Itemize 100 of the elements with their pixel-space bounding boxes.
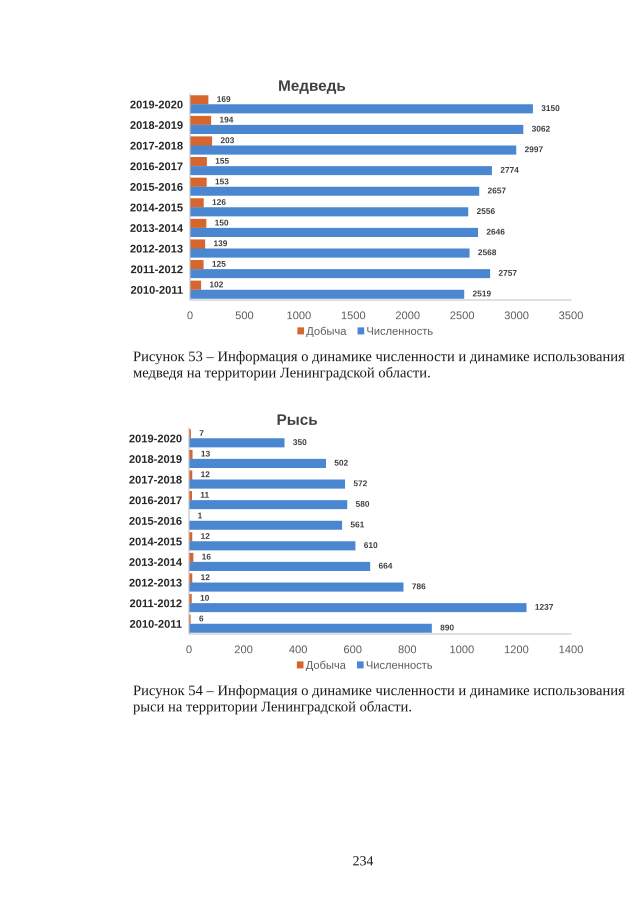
y-tick-label: 2010-2011 <box>130 620 182 628</box>
data-label: 13 <box>201 450 210 457</box>
bar <box>189 562 370 571</box>
data-label: 6 <box>199 616 204 622</box>
data-label: 150 <box>215 220 228 226</box>
bar <box>189 573 192 582</box>
y-tick-label: 2011-2012 <box>130 599 182 608</box>
data-label: 2646 <box>486 228 505 235</box>
bar <box>190 146 516 155</box>
bar <box>190 260 204 270</box>
data-label: 1 <box>198 512 202 518</box>
bar <box>189 552 194 562</box>
data-label: 2657 <box>488 188 506 194</box>
data-label: 664 <box>378 562 392 569</box>
data-label: 890 <box>440 624 454 630</box>
x-tick-label: 1400 <box>559 645 583 654</box>
data-label: 153 <box>216 178 229 184</box>
data-label: 610 <box>364 542 378 548</box>
x-tick-label: 0 <box>187 311 193 320</box>
y-tick-label: 2013-2014 <box>130 224 183 232</box>
x-tick-label: 1000 <box>450 645 474 654</box>
bar <box>189 541 356 550</box>
bar <box>189 480 346 489</box>
data-label: 2774 <box>500 166 519 173</box>
y-tick-label: 2010-2011 <box>130 286 183 294</box>
data-label: 10 <box>200 594 209 601</box>
legend-label: Добыча <box>306 660 346 672</box>
bar <box>189 624 432 633</box>
x-tick-label: 3000 <box>504 311 528 320</box>
data-label: 126 <box>212 199 226 206</box>
x-tick-label: 500 <box>236 311 254 320</box>
data-label: 12 <box>201 574 210 580</box>
x-tick-label: 1200 <box>504 645 528 654</box>
legend-label: Численность <box>367 327 433 335</box>
data-label: 155 <box>216 158 229 164</box>
data-label: 502 <box>334 460 348 466</box>
bar <box>189 458 326 468</box>
bar <box>190 280 202 290</box>
y-tick-label: 2013-2014 <box>129 558 182 566</box>
bar <box>190 248 470 258</box>
y-tick-label: 2016-2017 <box>130 162 183 170</box>
x-tick-label: 2000 <box>396 311 420 320</box>
y-tick-label: 2019-2020 <box>130 100 183 108</box>
data-label: 572 <box>354 480 367 486</box>
bar <box>190 157 207 166</box>
bar <box>190 218 206 228</box>
data-label: 11 <box>200 492 209 498</box>
bar <box>190 290 464 299</box>
bar <box>190 178 207 187</box>
data-label: 203 <box>220 137 234 144</box>
x-tick-label: 1500 <box>342 311 366 320</box>
data-label: 580 <box>356 500 370 507</box>
y-tick-label: 2016-2017 <box>129 496 182 504</box>
bar <box>190 269 490 278</box>
data-label: 786 <box>412 583 426 590</box>
y-tick-label: 2014-2015 <box>130 204 183 212</box>
text: 234 <box>353 856 374 866</box>
data-label: 12 <box>201 471 210 478</box>
y-tick-label: 2014-2015 <box>129 538 182 546</box>
y-tick-label: 2015-2016 <box>130 182 183 191</box>
bar <box>189 438 284 448</box>
text: Рисунок 53 – Информация о динамике численности и динамике использования медведя на территории Ленинградской области. <box>133 351 625 380</box>
legend-label: Добыча <box>306 326 346 338</box>
data-label: 350 <box>293 439 306 446</box>
x-tick-label: 2500 <box>450 311 474 320</box>
bar <box>190 186 480 196</box>
bar <box>189 582 404 592</box>
bar <box>190 116 212 125</box>
data-label: 125 <box>212 260 226 267</box>
legend-label: Численность <box>366 661 432 669</box>
bar <box>190 198 204 208</box>
bar <box>189 500 348 510</box>
text: Рисунок 54 – Информация о динамике численности и динамике использования рыси на территории Ленинградской области. <box>133 685 625 714</box>
bar <box>190 207 468 216</box>
data-label: 169 <box>217 96 230 102</box>
data-label: 12 <box>201 533 210 539</box>
data-label: 1237 <box>535 604 554 610</box>
x-tick-label: 800 <box>398 645 416 654</box>
x-tick-label: 200 <box>234 645 252 654</box>
bar <box>190 136 212 146</box>
data-label: 2997 <box>524 146 543 152</box>
x-tick-label: 1000 <box>287 311 311 320</box>
y-tick-label: 2015-2016 <box>129 516 182 525</box>
data-label: 2519 <box>472 290 491 296</box>
bar <box>190 228 478 237</box>
chart-title: Медведь <box>279 80 346 94</box>
data-label: 7 <box>200 430 204 436</box>
data-label: 2556 <box>476 208 495 214</box>
y-tick-label: 2019-2020 <box>129 434 182 442</box>
x-tick-label: 0 <box>186 645 192 654</box>
data-label: 3150 <box>541 105 560 112</box>
chart-title: Рысь <box>278 414 318 425</box>
y-tick-label: 2017-2018 <box>130 142 183 150</box>
data-label: 2757 <box>498 270 517 276</box>
data-label: 2568 <box>478 249 496 256</box>
data-label: 16 <box>202 554 211 560</box>
data-label: 102 <box>210 282 224 288</box>
y-tick-label: 2017-2018 <box>129 476 182 484</box>
data-label: 561 <box>350 522 364 528</box>
y-tick-label: 2018-2019 <box>130 121 183 130</box>
